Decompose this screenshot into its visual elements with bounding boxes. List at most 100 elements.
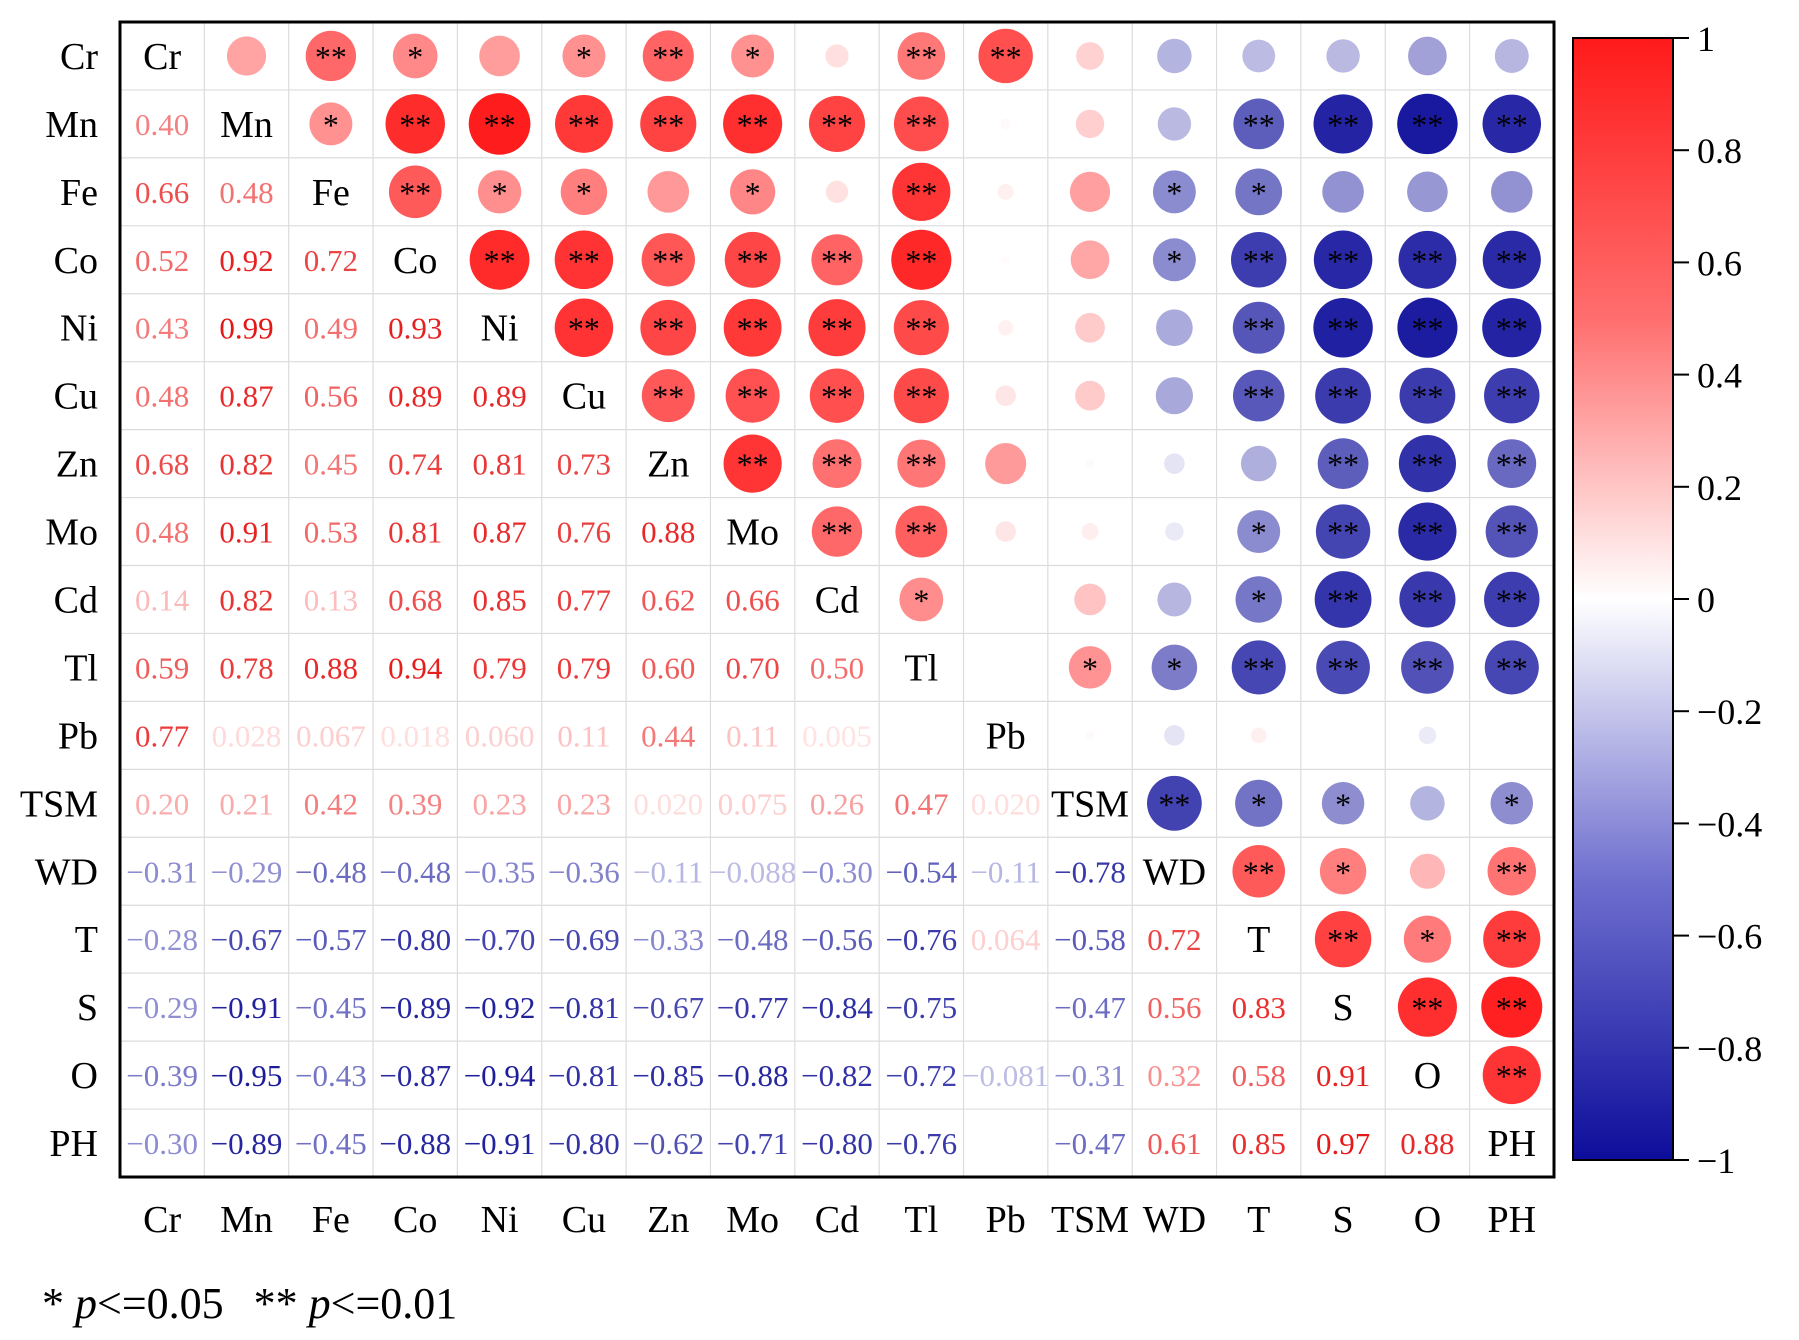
value-label-O-Ni: −0.94 [464,1058,536,1093]
significance-mark-Tl-T: ** [1243,650,1275,686]
corr-circle-Ni-WD [1156,309,1193,347]
legend-double-star: ** [254,1279,309,1328]
y-label-TSM: TSM [20,783,98,825]
corr-circle-Cu-Mo [725,368,780,423]
corr-circle-Cr-S [1326,39,1360,73]
significance-mark-Cu-S: ** [1327,379,1359,415]
significance-mark-WD-T: ** [1243,854,1275,890]
corr-circle-Cu-Tl [893,368,949,424]
corr-circle-Co-S [1313,230,1373,290]
significance-mark-Cu-Tl: ** [905,379,937,415]
value-label-Cd-Cr: 0.14 [135,582,190,617]
x-label-Cd: Cd [815,1199,859,1241]
significance-mark-Co-O: ** [1411,243,1443,279]
significance-mark-Cr-Mo: * [745,39,761,75]
y-label-Mo: Mo [45,512,98,554]
colorbar-tick-label: 0.2 [1697,468,1742,508]
significance-mark-Co-Cu: ** [568,243,600,279]
y-axis-labels: Cr Mn Fe Co Ni Cu Zn Mo Cd Tl Pb TSM WD TSO PH [20,36,98,1165]
corr-circle-Pb-O [1418,726,1437,745]
value-label-PH-Fe: −0.45 [295,1126,367,1161]
y-label-PH: PH [49,1123,98,1165]
legend-single-p: p [72,1279,97,1328]
value-label-Tl-Cu: 0.79 [557,650,611,685]
corr-circle-Co-Ni [469,229,530,290]
corr-circle-Mn-TSM [1075,109,1105,139]
corr-circle-Mn-S [1313,94,1373,154]
value-label-TSM-Tl: 0.47 [894,786,948,821]
value-label-TSM-Fe: 0.42 [304,786,358,821]
value-label-Cd-Zn: 0.62 [641,582,695,617]
value-label-Cu-Mn: 0.87 [219,379,273,414]
value-label-PH-Ni: −0.91 [464,1126,536,1161]
diagonal-label-Ni: Ni [481,308,519,350]
corr-circle-Cr-Zn [642,30,694,82]
significance-mark-Zn-Mo: ** [737,447,769,483]
legend-double-p: p [306,1279,331,1328]
value-label-PH-Cd: −0.80 [801,1126,873,1161]
corr-circle-Cu-WD [1155,377,1193,415]
significance-mark-Fe-Cu: * [576,175,592,211]
significance-mark-Ni-Mo: ** [737,311,769,347]
value-label-Pb-Mn: 0.028 [212,718,282,753]
value-label-O-Pb: −0.081 [962,1058,1049,1093]
corr-circle-Cr-Co [392,33,438,79]
corr-circle-Cd-PH [1484,571,1540,628]
corr-circle-Mn-Mo [723,94,783,154]
corr-circle-Fe-PH [1490,171,1533,213]
corr-circle-Co-T [1230,232,1287,288]
value-label-WD-Zn: −0.11 [633,854,704,889]
value-label-Zn-Mn: 0.82 [219,447,273,482]
significance-mark-TSM-S: * [1335,786,1351,822]
value-label-TSM-Ni: 0.23 [472,786,526,821]
value-label-Tl-Cd: 0.50 [810,650,864,685]
x-label-Co: Co [393,1199,437,1241]
value-label-Pb-Fe: 0.067 [296,718,366,753]
corr-circle-Ni-PH [1482,298,1542,358]
value-label-Tl-Mn: 0.78 [219,650,273,685]
corr-circle-Fe-O [1407,171,1448,213]
significance-mark-Zn-PH: ** [1496,447,1528,483]
value-label-Cd-Mn: 0.82 [219,582,273,617]
significance-mark-Cu-O: ** [1411,379,1443,415]
corr-circle-Fe-Co [388,165,442,219]
y-label-Tl: Tl [64,647,98,689]
corr-circle-Mn-PH [1482,94,1542,154]
corr-circle-Mn-Co [385,94,445,154]
value-label-PH-WD: 0.61 [1147,1126,1201,1161]
value-label-Pb-Co: 0.018 [380,718,450,753]
colorbar-tick-label: −0.8 [1697,1029,1762,1069]
corr-circle-Cr-Cu [562,34,606,78]
x-label-Tl: Tl [904,1199,938,1241]
corr-circle-WD-S [1319,848,1367,895]
corr-circle-Mn-WD [1157,107,1192,141]
colorbar-tick-label: 0.6 [1697,243,1742,283]
value-label-WD-Mo: −0.088 [709,854,796,889]
corr-circle-Mn-T [1233,98,1285,150]
value-label-T-WD: 0.72 [1147,922,1201,957]
corr-circle-Cd-Tl [899,577,944,622]
significance-mark-Tl-O: ** [1411,650,1443,686]
value-label-Cu-Fe: 0.56 [304,379,358,414]
significance-mark-TSM-PH: * [1504,786,1520,822]
corr-circle-Cd-TSM [1074,583,1106,616]
significance-mark-Cd-PH: ** [1496,582,1528,618]
significance-mark-Mn-Zn: ** [652,107,684,143]
significance-mark-Fe-Tl: ** [905,175,937,211]
significance-legend: * p<=0.05 ** p<=0.01 [42,1279,457,1328]
x-label-Fe: Fe [312,1199,350,1241]
corr-circle-Zn-PH [1487,439,1537,489]
significance-mark-Cr-Cu: * [576,39,592,75]
y-label-O: O [71,1055,98,1097]
significance-mark-T-PH: ** [1496,922,1528,958]
x-label-O: O [1414,1199,1441,1241]
corr-circle-Mn-Pb [1000,118,1011,130]
cells: Cr ** * * ** * ** **0.40 Mn * ** ** ** ** ** ** ** ** ** **… [126,28,1543,1165]
corr-circle-Mo-PH [1485,505,1538,558]
significance-mark-Mo-T: * [1251,515,1267,551]
x-label-Mn: Mn [220,1199,273,1241]
y-label-Cu: Cu [54,376,98,418]
value-label-Pb-Zn: 0.44 [641,718,696,753]
x-label-Pb: Pb [986,1199,1026,1241]
value-label-TSM-Cr: 0.20 [135,786,189,821]
